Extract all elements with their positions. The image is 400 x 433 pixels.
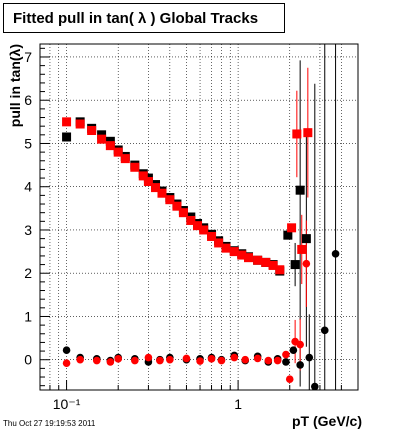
data-point-circle: [264, 356, 273, 365]
y-axis-label: pull in tan(λ): [7, 44, 23, 127]
data-point-circle: [289, 346, 298, 355]
y-tick-label: 4: [24, 179, 32, 195]
y-tick-label: 5: [24, 135, 32, 151]
data-point-circle: [207, 355, 216, 363]
data-point-square: [151, 183, 161, 193]
x-tick-label: 1: [234, 396, 242, 412]
data-point-square: [120, 154, 130, 164]
data-point-square: [186, 215, 196, 225]
error-bars: [294, 44, 337, 390]
data-point-circle: [296, 361, 304, 369]
data-point-circle: [217, 356, 226, 365]
data-point-circle: [62, 346, 71, 355]
chart-title: Fitted pull in tan( λ ) Global Tracks: [13, 10, 259, 27]
data-point-square: [261, 257, 271, 267]
x-tick-label: 10⁻¹: [53, 396, 81, 412]
data-point-square: [199, 225, 209, 235]
data-point-square: [237, 250, 247, 260]
data-point-square: [138, 171, 148, 181]
data-point-circle: [156, 356, 164, 365]
title-box: Fitted pull in tan( λ ) Global Tracks: [3, 3, 285, 33]
data-point-square: [62, 117, 72, 127]
data-point-circle: [302, 259, 311, 268]
data-point-circle: [282, 350, 290, 359]
data-point-square: [193, 221, 203, 231]
data-point-square: [301, 234, 311, 244]
y-tick-label: 2: [24, 265, 32, 281]
data-point-square: [97, 134, 107, 144]
data-point-square: [253, 255, 263, 265]
data-point-square: [268, 260, 278, 270]
data-point-circle: [106, 358, 115, 366]
data-point-square: [283, 230, 293, 240]
y-tick-label: 0: [24, 352, 32, 368]
data-point-square: [303, 128, 313, 138]
data-point-circle: [144, 353, 153, 362]
y-tick-label: 7: [24, 49, 32, 65]
data-point-square: [295, 185, 305, 195]
data-point-square: [244, 253, 254, 263]
x-axis-label: pT (GeV/c): [292, 413, 362, 429]
data-point-square: [297, 244, 307, 254]
y-tick-label: 1: [24, 308, 32, 324]
data-point-circle: [114, 355, 123, 363]
grid-lines: [39, 44, 359, 390]
data-point-circle: [182, 354, 191, 363]
data-point-circle: [282, 358, 290, 366]
data-point-circle: [131, 356, 139, 365]
data-point-circle: [285, 375, 294, 383]
data-point-circle: [196, 357, 204, 365]
tick-labels: 10⁻¹ 1 0 1 2 3 4 5 6 7: [24, 49, 242, 412]
plot-frame: [39, 43, 359, 391]
timestamp: Thu Oct 27 19:19:53 2011: [3, 419, 96, 428]
y-tick-label: 6: [24, 92, 32, 108]
y-tick-label: 3: [24, 222, 32, 238]
data-point-circle: [296, 340, 304, 349]
data-point-square: [172, 201, 182, 211]
data-point-square: [292, 129, 302, 139]
data-point-square: [275, 265, 285, 275]
data-markers: [62, 117, 340, 391]
data-point-circle: [331, 249, 340, 258]
data-point-square: [62, 132, 72, 142]
data-point-square: [214, 238, 224, 248]
data-point-circle: [241, 355, 250, 364]
data-point-square: [113, 147, 123, 157]
data-point-square: [105, 141, 115, 151]
data-point-circle: [320, 326, 329, 335]
data-point-circle: [311, 382, 319, 391]
data-point-square: [130, 162, 140, 172]
data-point-square: [290, 260, 300, 270]
axis-ticks: [39, 47, 359, 390]
data-point-circle: [253, 354, 262, 363]
data-point-square: [143, 177, 153, 187]
data-point-square: [165, 195, 175, 205]
data-point-circle: [76, 355, 84, 364]
data-point-circle: [92, 356, 101, 365]
data-point-square: [75, 119, 85, 129]
data-point-square: [207, 231, 217, 241]
data-point-square: [287, 223, 297, 233]
data-point-circle: [166, 355, 174, 364]
data-point-circle: [273, 356, 282, 365]
data-point-circle: [62, 359, 71, 367]
data-point-square: [221, 243, 231, 253]
data-point-circle: [305, 353, 314, 362]
data-point-square: [87, 126, 97, 135]
data-point-square: [229, 247, 239, 257]
data-point-circle: [230, 353, 239, 362]
data-point-square: [178, 208, 188, 218]
data-point-square: [157, 188, 167, 198]
